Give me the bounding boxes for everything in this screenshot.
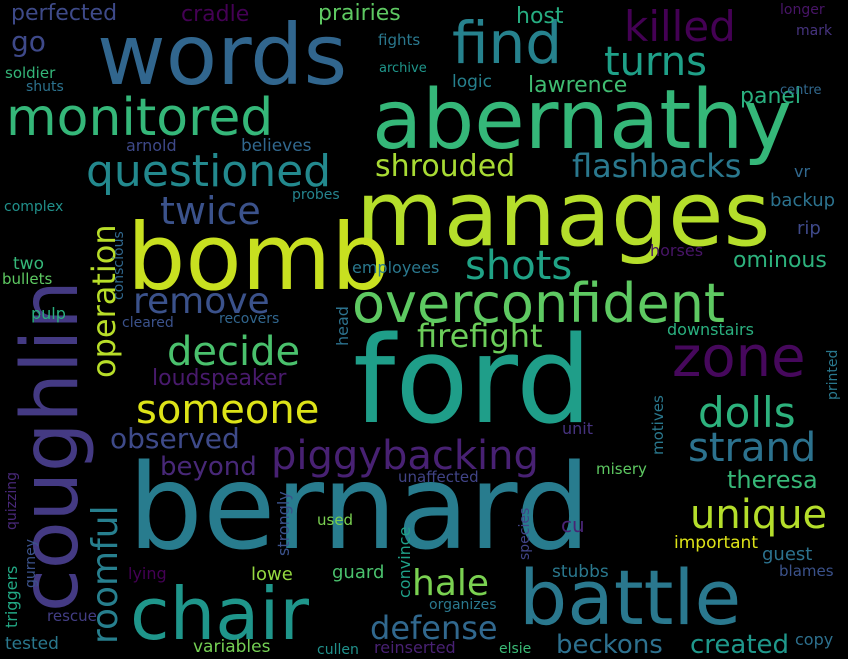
word-stubbs: stubbs	[552, 562, 609, 582]
word-horses: horses	[650, 241, 704, 260]
word-triggers: triggers	[2, 565, 21, 628]
word-backup: backup	[770, 190, 836, 211]
word-motives: motives	[649, 395, 667, 455]
word-guard: guard	[332, 562, 385, 583]
word-blames: blames	[779, 562, 834, 580]
word-go: go	[11, 25, 46, 58]
word-convince: convince	[395, 526, 414, 598]
word-dolls: dolls	[698, 388, 796, 437]
word-unaffected: unaffected	[398, 468, 479, 486]
word-decide: decide	[167, 329, 301, 375]
word-piggybacking: piggybacking	[271, 433, 539, 479]
word-cullen: cullen	[317, 642, 359, 658]
word-beyond: beyond	[160, 452, 257, 482]
word-killed: killed	[624, 2, 736, 51]
word-unit: unit	[562, 419, 593, 438]
word-variables: variables	[193, 637, 271, 657]
word-created: created	[690, 630, 790, 659]
word-head: head	[333, 306, 352, 346]
word-used: used	[317, 511, 354, 529]
word-flashbacks: flashbacks	[572, 147, 742, 185]
word-gurney: gurney	[23, 538, 39, 588]
word-important: important	[674, 533, 758, 553]
word-elsie: elsie	[499, 641, 532, 657]
word-misery: misery	[596, 460, 647, 478]
word-panel: panel	[740, 84, 802, 109]
word-employees: employees	[352, 258, 440, 277]
word-theresa: theresa	[727, 466, 818, 494]
word-questioned: questioned	[86, 146, 332, 197]
word-manages: manages	[356, 162, 771, 267]
word-lying: lying	[128, 564, 167, 583]
word-shrouded: shrouded	[375, 149, 516, 184]
word-believes: believes	[241, 136, 312, 156]
word-cu: cu	[561, 513, 585, 537]
word-cradle: cradle	[181, 2, 250, 27]
word-turns: turns	[604, 39, 707, 85]
word-abernathy: abernathy	[372, 73, 792, 168]
word-species: species	[517, 507, 533, 560]
word-rip: rip	[797, 218, 821, 239]
word-strongly: strongly	[274, 491, 293, 556]
word-bernard: bernard	[128, 438, 591, 576]
word-observed: observed	[110, 422, 240, 455]
word-rescue: rescue	[47, 607, 97, 625]
word-bullets: bullets	[2, 270, 53, 288]
word-pulp: pulp	[31, 304, 66, 323]
word-conscious: conscious	[111, 231, 127, 300]
word-arnold: arnold	[126, 136, 177, 155]
word-shots: shots	[465, 243, 573, 289]
word-ominous: ominous	[733, 248, 827, 273]
word-longer: longer	[780, 2, 825, 18]
word-chair: chair	[130, 572, 309, 656]
word-words: words	[97, 6, 348, 104]
word-complex: complex	[4, 199, 64, 215]
word-lawrence: lawrence	[528, 73, 628, 98]
word-copy: copy	[795, 630, 834, 649]
word-remove: remove	[133, 281, 270, 322]
word-perfected: perfected	[11, 1, 118, 26]
word-someone: someone	[136, 387, 320, 433]
word-firefight: firefight	[417, 317, 543, 355]
word-soldier: soldier	[5, 64, 56, 82]
word-twice: twice	[160, 189, 261, 233]
word-two: two	[13, 254, 44, 274]
word-downstairs: downstairs	[667, 320, 754, 339]
word-lowe: lowe	[251, 564, 293, 585]
word-shuts: shuts	[26, 79, 64, 95]
word-fights: fights	[378, 31, 421, 49]
word-bomb: bomb	[127, 204, 390, 311]
word-strand: strand	[688, 425, 817, 471]
word-archive: archive	[379, 61, 427, 76]
word-guest: guest	[762, 544, 813, 565]
word-mark: mark	[796, 23, 833, 39]
word-centre: centre	[780, 83, 822, 98]
word-organizes: organizes	[429, 597, 497, 613]
word-probes: probes	[292, 187, 340, 203]
word-cleared: cleared	[122, 315, 174, 331]
word-zone: zone	[672, 325, 806, 390]
word-recovers: recovers	[219, 311, 280, 327]
word-monitored: monitored	[6, 88, 274, 148]
word-host: host	[516, 4, 564, 29]
word-quizzing: quizzing	[4, 472, 20, 530]
word-prairies: prairies	[318, 1, 401, 26]
word-printed: printed	[825, 349, 841, 400]
word-tested: tested	[5, 634, 59, 654]
word-defense: defense	[370, 609, 498, 647]
word-loudspeaker: loudspeaker	[152, 366, 287, 391]
word-logic: logic	[452, 72, 492, 92]
word-beckons: beckons	[556, 630, 663, 659]
word-hale: hale	[412, 563, 490, 604]
word-overconfident: overconfident	[352, 272, 726, 335]
word-battle: battle	[519, 553, 742, 642]
word-find: find	[452, 9, 563, 77]
word-ford: ford	[353, 312, 593, 451]
word-reinserted: reinserted	[374, 638, 456, 657]
word-unique: unique	[690, 492, 828, 538]
word-vr: vr	[794, 162, 811, 181]
